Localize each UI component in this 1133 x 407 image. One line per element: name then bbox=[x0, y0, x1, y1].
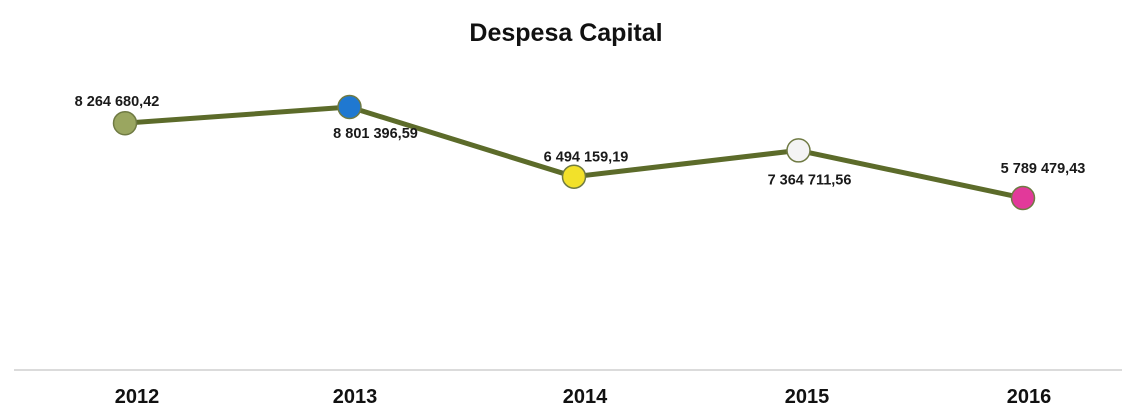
x-tick-label-2012: 2012 bbox=[115, 386, 160, 407]
data-point-2014[interactable] bbox=[561, 164, 587, 189]
x-tick-label-2014: 2014 bbox=[563, 386, 608, 407]
x-tick-label-2013: 2013 bbox=[333, 386, 378, 407]
data-label-2015: 7 364 711,56 bbox=[768, 172, 852, 188]
data-label-2013: 8 801 396,59 bbox=[333, 126, 418, 142]
chart-title: Despesa Capital bbox=[469, 19, 662, 47]
x-tick-layer: 2012 2013 2014 2015 2016 bbox=[115, 386, 1052, 407]
x-tick-label-2016: 2016 bbox=[1007, 386, 1052, 407]
data-point-2012[interactable] bbox=[112, 110, 138, 136]
data-point-2013[interactable] bbox=[337, 94, 362, 120]
data-point-2015[interactable] bbox=[786, 138, 811, 163]
series-layer: 8 264 680,42 8 801 396,59 6 494 159,19 7 36… bbox=[75, 94, 1086, 211]
data-point-2016[interactable] bbox=[1010, 185, 1036, 211]
data-label-2014: 6 494 159,19 bbox=[544, 150, 629, 166]
data-label-2016: 5 789 479,43 bbox=[1001, 161, 1086, 177]
x-tick-label-2015: 2015 bbox=[785, 386, 830, 407]
data-label-2012: 8 264 680,42 bbox=[75, 94, 160, 110]
